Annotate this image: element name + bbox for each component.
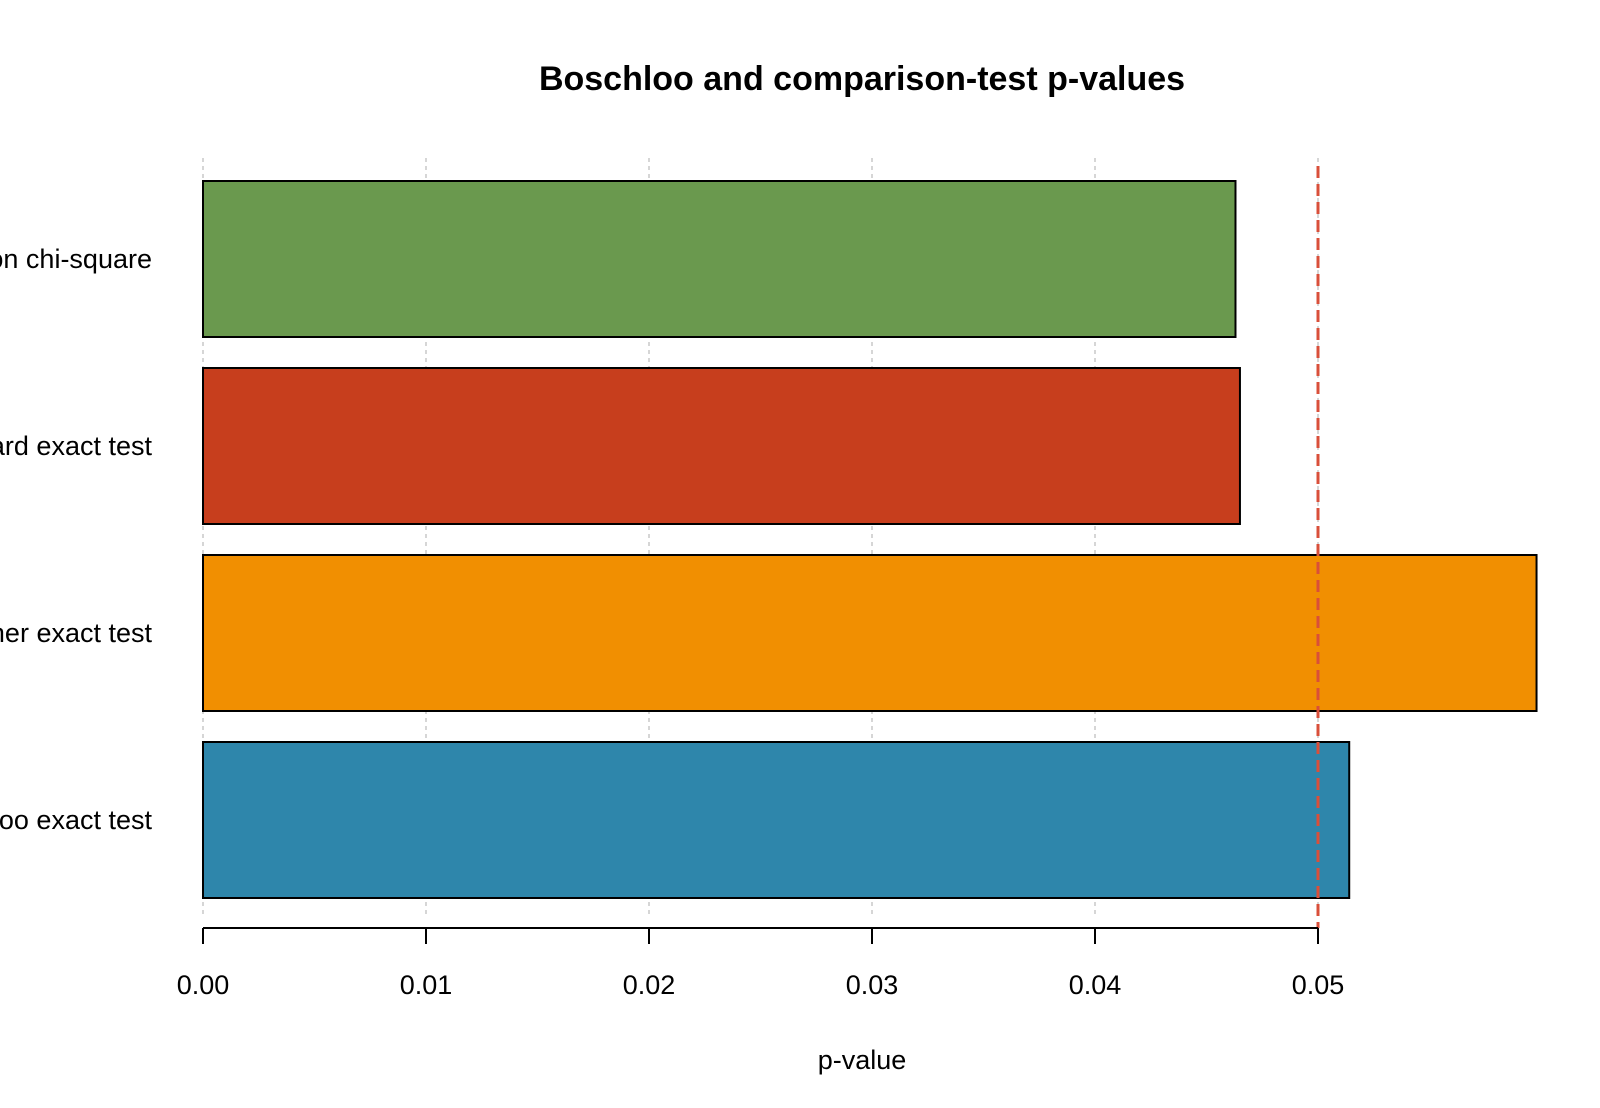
x-tick-label: 0.05 bbox=[1292, 970, 1345, 1000]
category-label: Boschloo exact test bbox=[0, 805, 152, 835]
x-tick-label: 0.03 bbox=[846, 970, 899, 1000]
bar bbox=[202, 367, 1241, 525]
x-axis: 0.00 0.01 0.02 0.03 0.04 0.05 bbox=[177, 927, 1345, 1000]
x-axis-label: p-value bbox=[818, 1045, 907, 1075]
bar bbox=[202, 180, 1237, 338]
bars bbox=[202, 180, 1538, 899]
x-tick-label: 0.00 bbox=[177, 970, 230, 1000]
category-label: Pearson chi-square bbox=[0, 244, 152, 274]
x-tick-label: 0.04 bbox=[1069, 970, 1122, 1000]
x-tick-label: 0.02 bbox=[623, 970, 676, 1000]
category-label: Fisher exact test bbox=[0, 618, 152, 648]
x-tick-label: 0.01 bbox=[400, 970, 453, 1000]
bar bbox=[202, 741, 1351, 899]
category-labels: Pearson chi-square Barnard exact test Fish… bbox=[0, 244, 152, 835]
category-label: Barnard exact test bbox=[0, 431, 152, 461]
bar bbox=[202, 554, 1538, 712]
chart-title: Boschloo and comparison-test p-values bbox=[539, 60, 1185, 98]
